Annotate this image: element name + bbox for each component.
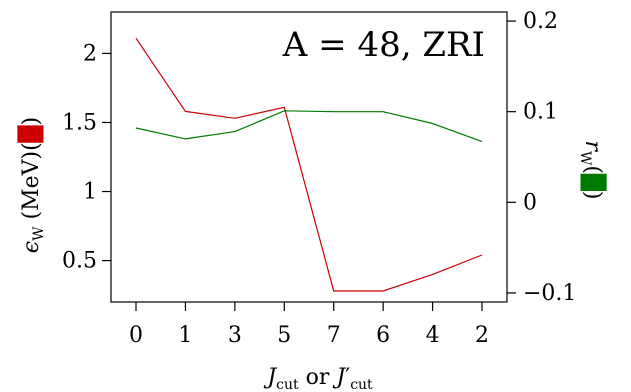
right-tick-label: 0.1 <box>523 100 558 125</box>
x-axis-label: Jcut or J′cut <box>263 365 373 392</box>
right-tick-label: 0 <box>523 190 537 215</box>
right-axis: −0.1 0 0.1 0.2 <box>507 9 576 306</box>
x-axis: 0 1 3 5 7 6 4 2 <box>129 302 489 348</box>
right-tick-label: −0.1 <box>523 281 576 306</box>
x-tick-label: 6 <box>376 323 390 348</box>
plot-frame <box>110 11 508 303</box>
right-tick-label: 0.2 <box>523 9 558 34</box>
left-tick-label: 1 <box>83 180 97 205</box>
series-line-rw <box>135 110 483 143</box>
x-tick-label: 2 <box>475 323 489 348</box>
x-tick-label: 1 <box>178 323 192 348</box>
svg-text:Jcut or J′cut: Jcut or J′cut <box>263 365 373 392</box>
left-tick-label: 2 <box>83 41 97 66</box>
x-tick-label: 3 <box>228 323 242 348</box>
x-tick-label: 4 <box>426 323 440 348</box>
series-line-epsilon <box>135 37 483 292</box>
left-axis: 0.5 1 1.5 2 <box>62 41 111 274</box>
annotation: A = 48, ZRI <box>282 25 485 65</box>
x-tick-label: 5 <box>277 323 291 348</box>
svg-text:ϵW (MeV)(█): ϵW (MeV)(█) <box>17 117 47 253</box>
left-tick-label: 1.5 <box>62 110 97 135</box>
svg-text:rW(█): rW(█) <box>577 140 607 199</box>
x-tick-label: 0 <box>129 323 143 348</box>
series-layer <box>135 37 483 292</box>
left-tick-label: 0.5 <box>62 249 97 274</box>
y-right-axis-label: rW(█) <box>577 140 607 199</box>
y-left-axis-label: ϵW (MeV)(█) <box>17 117 47 253</box>
x-tick-label: 7 <box>327 323 341 348</box>
